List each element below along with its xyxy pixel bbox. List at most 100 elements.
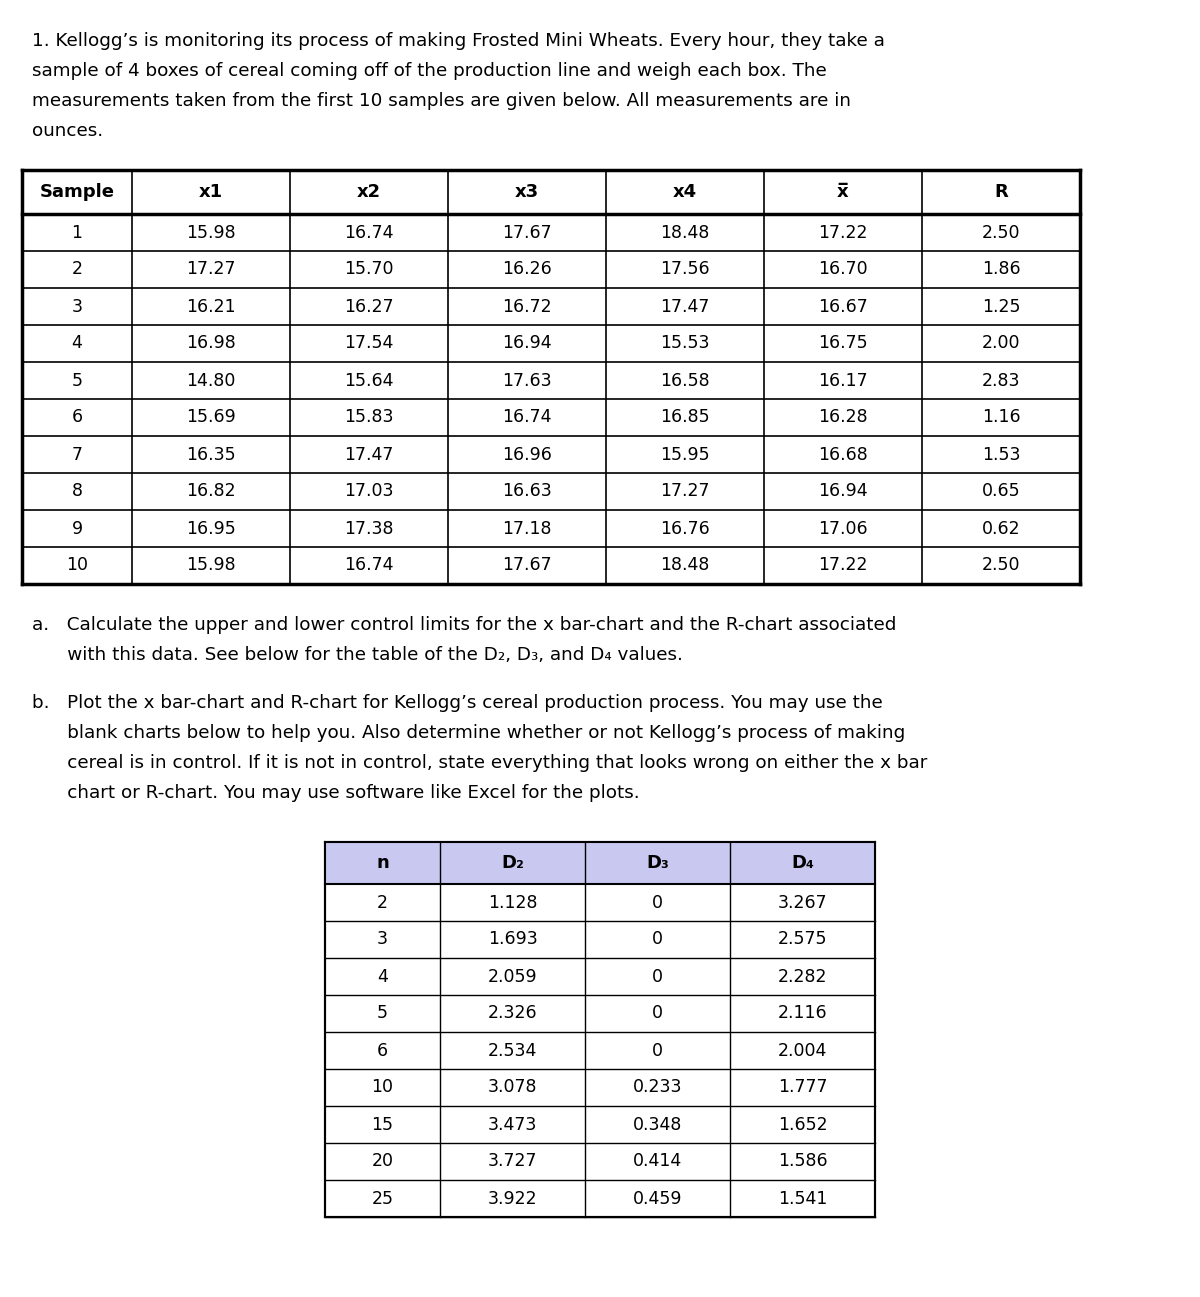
Text: 16.74: 16.74: [503, 409, 552, 427]
Text: 18.48: 18.48: [660, 556, 709, 575]
Text: 2: 2: [72, 261, 83, 279]
Text: x1: x1: [199, 183, 223, 201]
Text: cereal is in control. If it is not in control, state everything that looks wrong: cereal is in control. If it is not in co…: [32, 754, 928, 772]
Text: 17.56: 17.56: [660, 261, 710, 279]
Text: 0.348: 0.348: [632, 1115, 682, 1134]
Text: 10: 10: [372, 1079, 394, 1096]
Text: 16.63: 16.63: [502, 482, 552, 501]
Text: 1.777: 1.777: [778, 1079, 827, 1096]
Text: blank charts below to help you. Also determine whether or not Kellogg’s process : blank charts below to help you. Also det…: [32, 724, 905, 742]
Text: 3.078: 3.078: [487, 1079, 538, 1096]
Text: 16.98: 16.98: [186, 335, 236, 353]
Text: 2.83: 2.83: [982, 371, 1020, 389]
Text: sample of 4 boxes of cereal coming off of the production line and weigh each box: sample of 4 boxes of cereal coming off o…: [32, 62, 827, 80]
Text: 4: 4: [377, 968, 388, 986]
Text: 16.72: 16.72: [502, 297, 552, 315]
Text: 2.00: 2.00: [982, 335, 1020, 353]
Text: D₄: D₄: [791, 853, 814, 872]
Text: 5: 5: [377, 1004, 388, 1022]
Text: 20: 20: [372, 1153, 394, 1170]
Text: 5: 5: [72, 371, 83, 389]
Text: 16.95: 16.95: [186, 520, 236, 537]
Text: 1.652: 1.652: [778, 1115, 827, 1134]
Text: ounces.: ounces.: [32, 122, 103, 140]
Text: 1. Kellogg’s is monitoring its process of making Frosted Mini Wheats. Every hour: 1. Kellogg’s is monitoring its process o…: [32, 32, 884, 51]
Text: x3: x3: [515, 183, 539, 201]
Text: 16.96: 16.96: [502, 445, 552, 463]
Bar: [22, 170, 1080, 214]
Text: 0: 0: [652, 894, 662, 912]
Text: 14.80: 14.80: [186, 371, 235, 389]
Text: 3.473: 3.473: [488, 1115, 538, 1134]
Text: 16.28: 16.28: [818, 409, 868, 427]
Text: 16.58: 16.58: [660, 371, 710, 389]
Text: 3: 3: [72, 297, 83, 315]
Text: 16.26: 16.26: [502, 261, 552, 279]
Text: R: R: [994, 183, 1008, 201]
Text: 0.65: 0.65: [982, 482, 1020, 501]
Text: 15: 15: [372, 1115, 394, 1134]
Text: 2.534: 2.534: [488, 1041, 538, 1060]
Text: 15.98: 15.98: [186, 223, 236, 241]
Text: 15.53: 15.53: [660, 335, 709, 353]
Text: 15.69: 15.69: [186, 409, 236, 427]
Text: 16.68: 16.68: [818, 445, 868, 463]
Text: 16.70: 16.70: [818, 261, 868, 279]
Bar: [325, 842, 875, 885]
Text: 16.74: 16.74: [344, 223, 394, 241]
Text: 17.22: 17.22: [818, 223, 868, 241]
Text: 16.94: 16.94: [502, 335, 552, 353]
Text: Sample: Sample: [40, 183, 114, 201]
Text: 3.267: 3.267: [778, 894, 827, 912]
Text: 7: 7: [72, 445, 83, 463]
Text: n: n: [376, 853, 389, 872]
Text: 0: 0: [652, 968, 662, 986]
Text: a.   Calculate the upper and lower control limits for the x bar-chart and the R-: a. Calculate the upper and lower control…: [32, 616, 896, 634]
Text: 1.586: 1.586: [778, 1153, 827, 1170]
Text: chart or R-chart. You may use software like Excel for the plots.: chart or R-chart. You may use software l…: [32, 783, 640, 802]
Text: 17.06: 17.06: [818, 520, 868, 537]
Text: D₂: D₂: [502, 853, 524, 872]
Text: 2.50: 2.50: [982, 556, 1020, 575]
Text: 16.27: 16.27: [344, 297, 394, 315]
Text: 3.922: 3.922: [487, 1189, 538, 1208]
Text: 17.67: 17.67: [502, 223, 552, 241]
Text: 15.83: 15.83: [344, 409, 394, 427]
Text: 25: 25: [372, 1189, 394, 1208]
Text: 2.282: 2.282: [778, 968, 827, 986]
Text: 16.94: 16.94: [818, 482, 868, 501]
Text: 16.67: 16.67: [818, 297, 868, 315]
Bar: [325, 842, 875, 1217]
Text: 0: 0: [652, 1041, 662, 1060]
Text: 3.727: 3.727: [487, 1153, 538, 1170]
Text: 16.17: 16.17: [818, 371, 868, 389]
Text: 1.693: 1.693: [487, 930, 538, 948]
Text: 17.67: 17.67: [502, 556, 552, 575]
Text: 1.16: 1.16: [982, 409, 1020, 427]
Text: 6: 6: [377, 1041, 388, 1060]
Text: 2.059: 2.059: [487, 968, 538, 986]
Text: 1.128: 1.128: [487, 894, 538, 912]
Text: with this data. See below for the table of the D₂, D₃, and D₄ values.: with this data. See below for the table …: [32, 646, 683, 664]
Text: 0.62: 0.62: [982, 520, 1020, 537]
Text: 0.233: 0.233: [632, 1079, 683, 1096]
Text: 2.50: 2.50: [982, 223, 1020, 241]
Text: 1.25: 1.25: [982, 297, 1020, 315]
Text: 3: 3: [377, 930, 388, 948]
Text: 9: 9: [72, 520, 83, 537]
Text: 2.116: 2.116: [778, 1004, 827, 1022]
Text: 17.27: 17.27: [186, 261, 235, 279]
Text: 17.03: 17.03: [344, 482, 394, 501]
Text: 1.541: 1.541: [778, 1189, 827, 1208]
Text: 2.575: 2.575: [778, 930, 827, 948]
Text: 18.48: 18.48: [660, 223, 709, 241]
Text: 17.18: 17.18: [503, 520, 552, 537]
Text: 6: 6: [72, 409, 83, 427]
Text: measurements taken from the first 10 samples are given below. All measurements a: measurements taken from the first 10 sam…: [32, 92, 851, 110]
Text: 2.326: 2.326: [487, 1004, 538, 1022]
Text: 16.74: 16.74: [344, 556, 394, 575]
Text: 15.70: 15.70: [344, 261, 394, 279]
Text: 16.85: 16.85: [660, 409, 710, 427]
Text: 0.459: 0.459: [632, 1189, 683, 1208]
Text: 16.75: 16.75: [818, 335, 868, 353]
